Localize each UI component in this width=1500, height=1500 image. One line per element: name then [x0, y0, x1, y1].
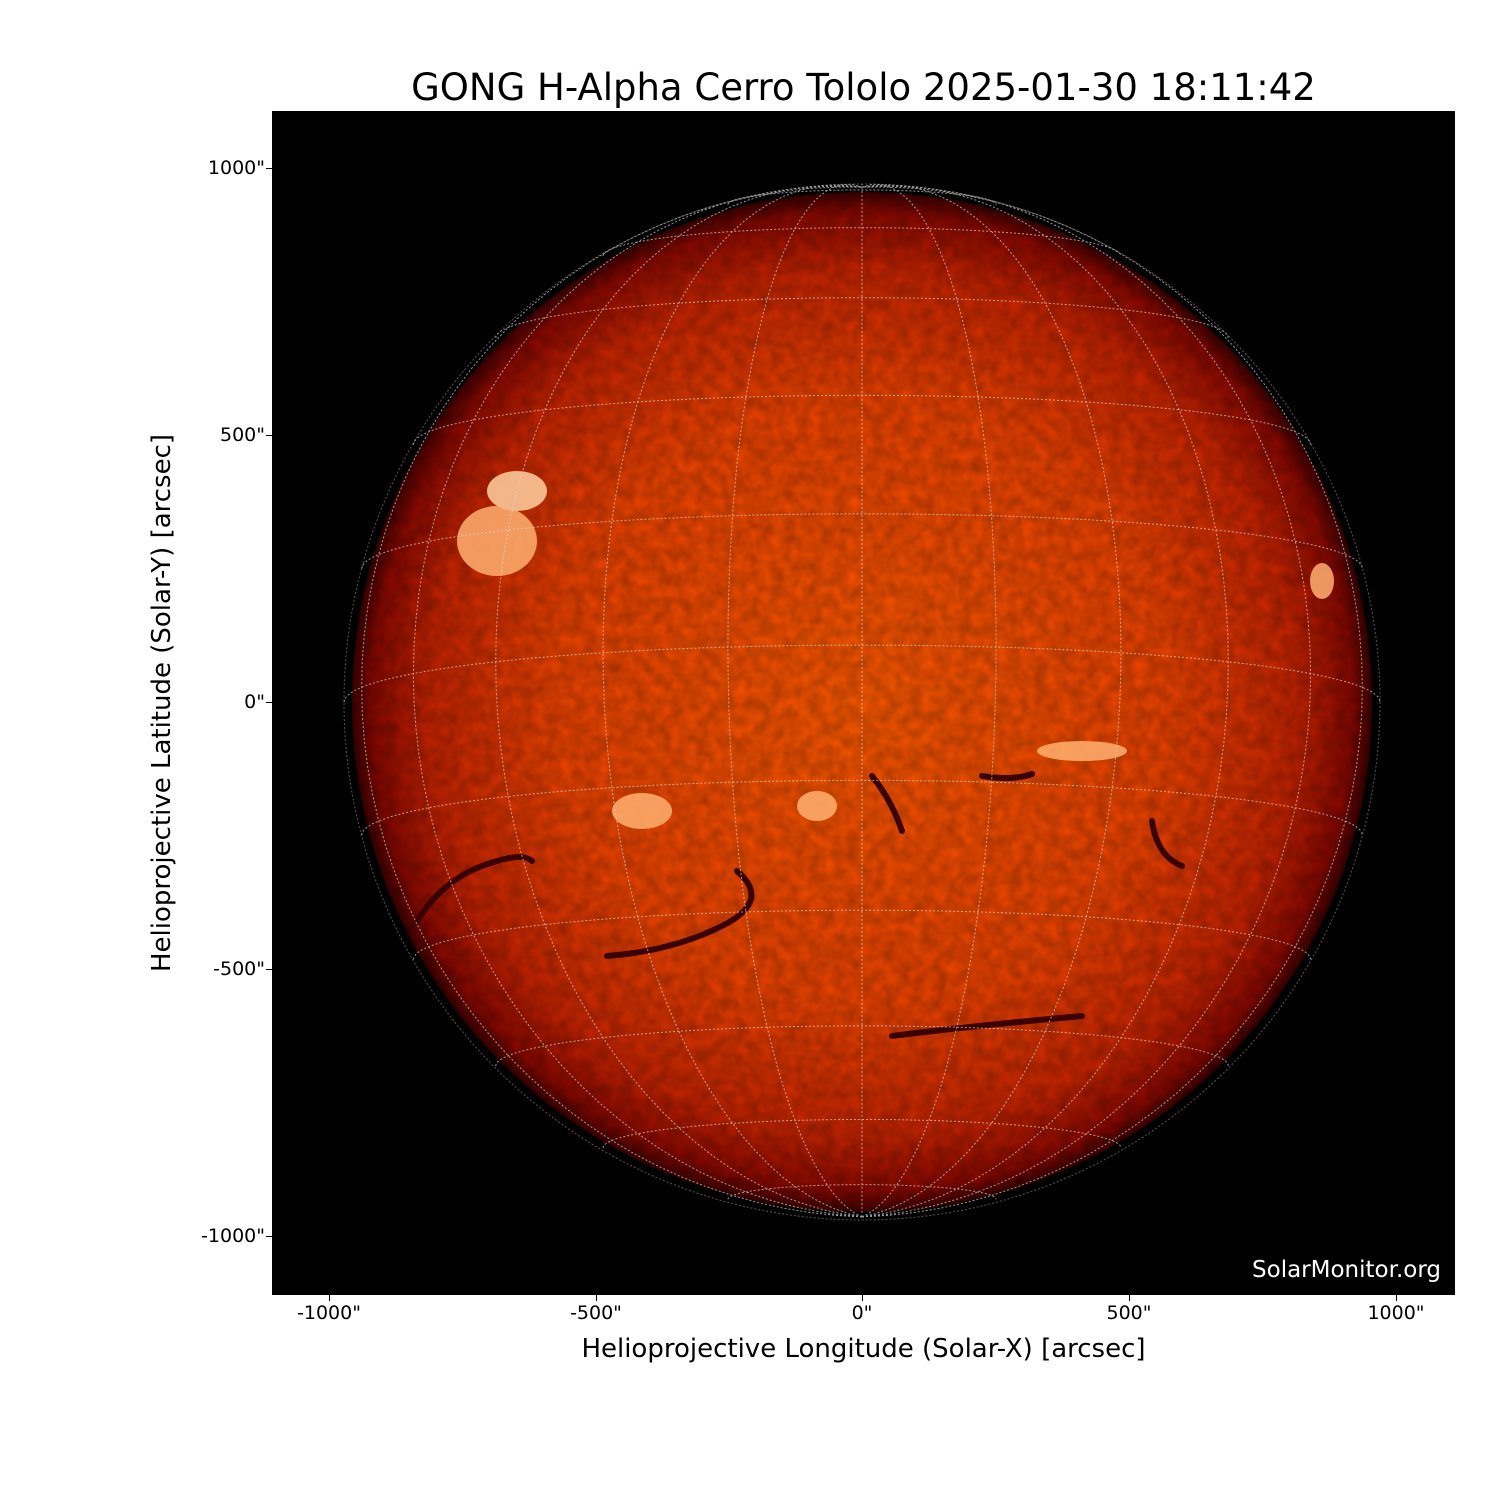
solar-image-axes: SolarMonitor.org — [272, 111, 1455, 1295]
x-tick-mark — [1129, 1295, 1130, 1301]
x-tick-label: 1000" — [1367, 1302, 1425, 1324]
latitude-line — [495, 1025, 1229, 1067]
latitude-line — [361, 513, 1363, 569]
coordinate-grid — [343, 183, 1381, 1218]
plage-regions — [457, 471, 1334, 829]
y-tick-mark — [266, 1236, 272, 1237]
y-tick-label: 500" — [219, 424, 265, 446]
y-tick-mark — [266, 168, 272, 169]
y-tick-label: 1000" — [207, 157, 265, 179]
latitude-line — [602, 227, 1122, 257]
latitude-line — [412, 394, 1312, 445]
x-tick-mark — [329, 1295, 330, 1301]
latitude-line — [602, 1119, 1122, 1149]
x-tick-mark — [596, 1295, 597, 1301]
x-tick-label: 0" — [851, 1302, 873, 1324]
y-tick-label: 0" — [244, 691, 265, 713]
watermark: SolarMonitor.org — [1252, 1257, 1441, 1283]
y-tick-mark — [266, 435, 272, 436]
y-tick-mark — [266, 969, 272, 970]
x-tick-label: 500" — [1106, 1302, 1152, 1324]
latitude-line — [727, 1184, 997, 1200]
longitude-line — [861, 185, 1229, 1218]
x-tick-mark — [1396, 1295, 1397, 1301]
solar-disk-image — [343, 183, 1381, 1221]
limb-line — [343, 183, 1381, 1221]
latitude-line — [412, 909, 1312, 960]
latitude-line — [361, 779, 1363, 836]
y-tick-mark — [266, 702, 272, 703]
x-tick-label: -1000" — [297, 1302, 361, 1324]
latitude-line — [343, 644, 1381, 703]
y-axis-label: Helioprojective Latitude (Solar-Y) [arcs… — [147, 433, 177, 973]
y-tick-label: -1000" — [201, 1225, 265, 1247]
x-tick-mark — [862, 1295, 863, 1301]
y-tick-label: -500" — [213, 958, 265, 980]
x-axis-label: Helioprojective Longitude (Solar-X) [arc… — [581, 1334, 1146, 1364]
longitude-line — [861, 186, 1363, 1218]
plot-title: GONG H-Alpha Cerro Tololo 2025-01-30 18:… — [411, 66, 1316, 109]
filaments — [414, 771, 1185, 1039]
x-tick-label: -500" — [570, 1302, 622, 1324]
latitude-line — [495, 297, 1229, 339]
